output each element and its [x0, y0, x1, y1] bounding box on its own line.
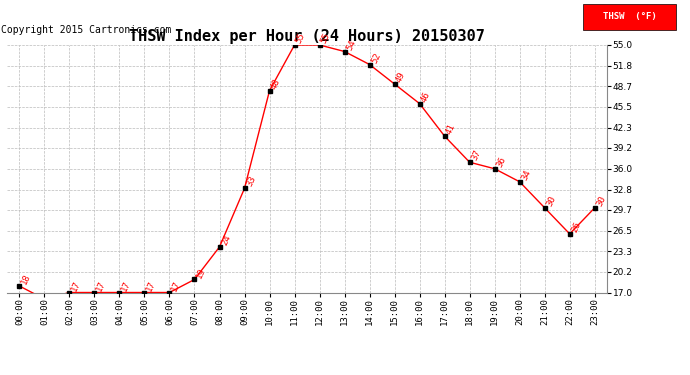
Text: 55: 55	[319, 32, 333, 45]
Text: 17: 17	[144, 279, 157, 292]
Text: THSW  (°F): THSW (°F)	[603, 12, 657, 21]
Text: 41: 41	[444, 123, 457, 136]
Text: 30: 30	[544, 194, 558, 208]
Text: 19: 19	[195, 266, 207, 279]
Text: Copyright 2015 Cartronics.com: Copyright 2015 Cartronics.com	[1, 25, 171, 35]
Text: 17: 17	[170, 279, 182, 292]
Text: 37: 37	[470, 149, 482, 162]
Text: 18: 18	[19, 273, 32, 286]
Text: 34: 34	[520, 168, 533, 182]
Text: 52: 52	[370, 51, 382, 64]
Text: 30: 30	[595, 194, 607, 208]
Text: 46: 46	[420, 90, 433, 104]
Text: 33: 33	[244, 175, 257, 188]
Text: 36: 36	[495, 155, 507, 169]
Text: 17: 17	[70, 279, 82, 292]
Text: 16: 16	[0, 374, 1, 375]
Text: 17: 17	[95, 279, 107, 292]
Text: 54: 54	[344, 38, 357, 51]
Text: 48: 48	[270, 77, 282, 91]
Text: 24: 24	[219, 233, 233, 247]
Title: THSW Index per Hour (24 Hours) 20150307: THSW Index per Hour (24 Hours) 20150307	[129, 29, 485, 44]
Text: 26: 26	[570, 220, 582, 234]
Text: 17: 17	[119, 279, 132, 292]
Text: 49: 49	[395, 70, 407, 84]
Text: 55: 55	[295, 32, 307, 45]
